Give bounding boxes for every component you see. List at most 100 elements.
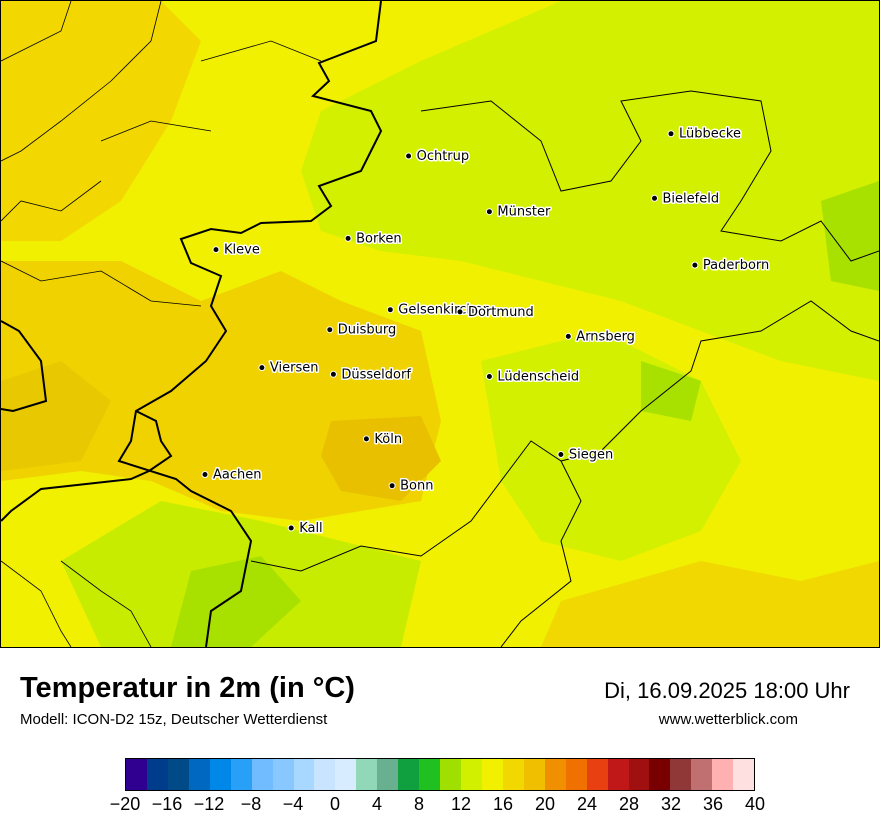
temperature-colorbar (125, 758, 755, 791)
border-germany-west (117, 1, 383, 647)
city-label: Düsseldorf (341, 367, 411, 382)
colorbar-swatch (335, 759, 357, 790)
colorbar-tick: 12 (450, 794, 472, 814)
city-label: Lübbecke (679, 127, 741, 142)
city-dot (362, 435, 370, 443)
forecast-datetime: Di, 16.09.2025 18:00 Uhr (604, 678, 850, 703)
city-dot (212, 246, 220, 254)
colorbar-swatch (502, 759, 524, 790)
city-dot (326, 326, 334, 334)
colorbar-tick: 36 (702, 794, 724, 814)
temperature-field-cooler-east (821, 181, 879, 291)
city-label: Ochtrup (417, 149, 470, 164)
website-link[interactable]: www.wetterblick.com (658, 711, 798, 728)
colorbar-swatch (670, 759, 692, 790)
city-label: Arnsberg (576, 329, 635, 344)
colorbar-tick: 24 (576, 794, 598, 814)
colorbar-swatch (691, 759, 713, 790)
city-dot (405, 152, 413, 160)
city-dot (258, 364, 266, 372)
city-dot (667, 130, 675, 138)
border-be-de (1, 410, 173, 522)
city-dot (485, 208, 493, 216)
colorbar-swatch (356, 759, 378, 790)
colorbar-tick: 40 (744, 794, 766, 814)
colorbar-tick: 32 (660, 794, 682, 814)
temperature-field-cooler-rothaar (641, 361, 701, 421)
map-canvas: Ochtrup Lübbecke Bielefeld Münster Borken Kle… (1, 1, 879, 647)
colorbar-swatch (712, 759, 734, 790)
colorbar-tick: 8 (413, 794, 425, 814)
city-dot (651, 194, 658, 202)
colorbar-swatch (167, 759, 189, 790)
colorbar-swatch (628, 759, 650, 790)
city-label: Bielefeld (663, 191, 720, 206)
city-label: Kall (299, 521, 323, 536)
temperature-field-warm-south (541, 561, 879, 647)
city-label: Siegen (569, 448, 613, 463)
colorbar-tick: 4 (371, 794, 383, 814)
city-label: Bonn (400, 479, 433, 494)
colorbar-swatch (523, 759, 545, 790)
city-dot (329, 370, 337, 378)
colorbar-swatch (586, 759, 608, 790)
colorbar-swatch (251, 759, 273, 790)
colorbar-tick: 28 (618, 794, 640, 814)
temperature-field-cool-north (301, 1, 879, 381)
colorbar-tick: −16 (151, 794, 183, 814)
map-title: Temperatur in 2m (in °C) (20, 672, 355, 704)
colorbar-tick: 0 (329, 794, 341, 814)
city-label: Gelsenkirchen (398, 303, 491, 318)
colorbar-swatch (419, 759, 441, 790)
city-label: Paderborn (703, 258, 769, 273)
city-dot (344, 234, 352, 242)
temperature-field-warm-west (1, 361, 111, 471)
colorbar-swatch (398, 759, 420, 790)
city-dot (485, 373, 493, 380)
colorbar-swatch (377, 759, 399, 790)
colorbar-tick-labels: −20 −16 −12 −8 −4 0 4 8 12 16 20 24 28 32 36 40 (110, 794, 765, 820)
city-label: Kleve (224, 243, 260, 258)
city-dot (564, 332, 572, 340)
border-nl-be (1, 320, 48, 413)
city-dot (201, 471, 209, 478)
border-nl-provinces (1, 1, 322, 307)
colorbar-swatch (607, 759, 629, 790)
colorbar-tick: 20 (534, 794, 556, 814)
border-hessen (560, 300, 879, 462)
border-niedersachsen (420, 90, 879, 262)
colorbar-swatch (126, 759, 147, 790)
city-dot (386, 306, 394, 314)
city-label: Münster (497, 205, 551, 220)
colorbar-swatch (649, 759, 671, 790)
colorbar-tick: −4 (282, 794, 304, 814)
colorbar-tick: −8 (240, 794, 262, 814)
city-dot (691, 261, 699, 269)
city-label: Lüdenscheid (497, 370, 579, 385)
city-dot (287, 524, 295, 532)
temperature-field-hot-koeln (321, 416, 441, 501)
city-label: Viersen (270, 361, 319, 376)
city-label: Borken (356, 231, 402, 246)
city-label: Duisburg (338, 323, 397, 338)
city-label: Dortmund (468, 305, 534, 320)
colorbar-tick: −20 (109, 794, 141, 814)
colorbar-swatch (544, 759, 566, 790)
temperature-map[interactable]: Ochtrup Lübbecke Bielefeld Münster Borken Kle… (0, 0, 880, 648)
colorbar-swatch (314, 759, 336, 790)
city-label: Köln (374, 432, 402, 447)
colorbar-swatch (272, 759, 294, 790)
colorbar-swatch (209, 759, 231, 790)
city-dot (456, 308, 464, 316)
temperature-field-cooler-eifel (171, 556, 301, 647)
colorbar-swatch (230, 759, 252, 790)
city-dot (388, 482, 396, 490)
colorbar-swatch (461, 759, 482, 790)
city-label: Aachen (213, 468, 261, 483)
colorbar-tick: 16 (492, 794, 514, 814)
colorbar-swatch (146, 759, 168, 790)
city-dot (557, 451, 565, 458)
colorbar-tick: −12 (193, 794, 225, 814)
colorbar-swatch (293, 759, 315, 790)
city-markers: Ochtrup Lübbecke Bielefeld Münster Borken Kle… (201, 125, 771, 538)
